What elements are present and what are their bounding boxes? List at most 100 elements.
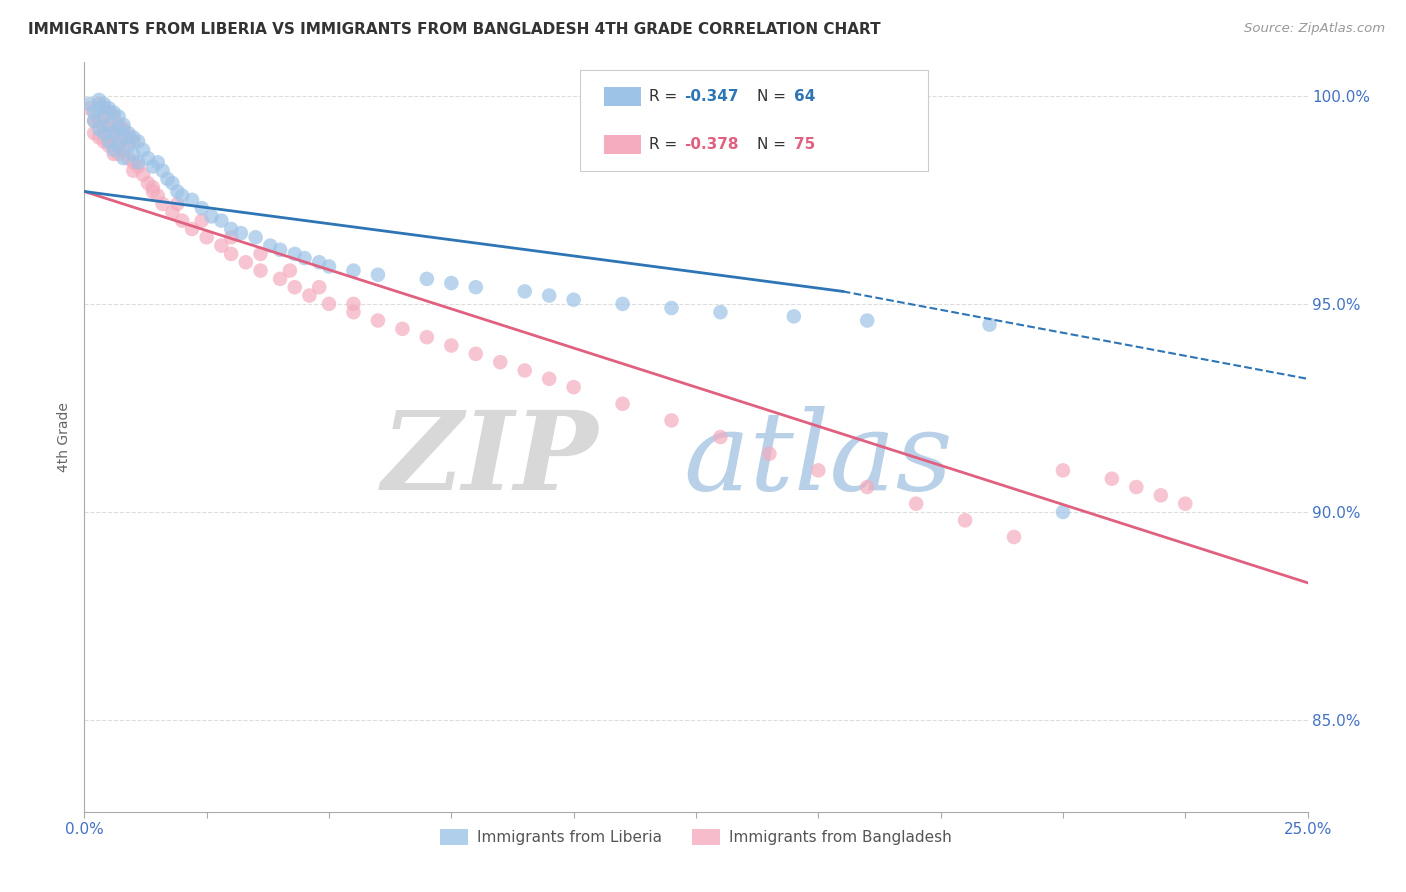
Point [661,413,683,427]
Point [342,263,364,277]
Point [219,222,242,236]
Point [127,160,149,174]
Point [93,126,115,140]
Point [127,155,149,169]
Point [97,138,120,153]
Point [107,135,129,149]
Text: -0.378: -0.378 [683,136,738,152]
Point [259,238,281,252]
FancyBboxPatch shape [605,135,641,153]
Point [93,97,115,112]
Point [1101,472,1123,486]
Point [103,126,125,140]
Point [122,130,145,145]
Point [269,272,291,286]
Point [1002,530,1025,544]
Point [284,280,307,294]
Point [200,210,222,224]
Point [112,122,135,136]
Point [107,110,129,124]
Point [107,147,129,161]
Point [191,201,214,215]
Point [97,105,120,120]
Point [146,188,169,202]
Point [87,93,110,107]
Point [219,247,242,261]
Point [83,113,105,128]
Point [142,160,165,174]
Point [538,288,561,302]
Text: ZIP: ZIP [381,406,598,513]
Point [166,185,188,199]
Point [269,243,291,257]
Point [979,318,1001,332]
Point [87,97,110,112]
Point [1125,480,1147,494]
Point [103,105,125,120]
Point [136,151,159,165]
Point [342,305,364,319]
Text: 64: 64 [794,88,815,103]
Point [342,297,364,311]
Point [107,122,129,136]
Point [112,151,135,165]
Point [709,305,731,319]
Point [661,301,683,315]
Point [612,297,634,311]
Point [83,113,105,128]
Point [464,280,486,294]
Text: Source: ZipAtlas.com: Source: ZipAtlas.com [1244,22,1385,36]
Point [219,230,242,244]
Point [97,101,120,115]
Point [83,126,105,140]
Point [758,447,780,461]
Point [97,118,120,132]
Point [87,122,110,136]
Point [152,197,174,211]
Legend: Immigrants from Liberia, Immigrants from Bangladesh: Immigrants from Liberia, Immigrants from… [433,822,959,853]
Point [391,322,413,336]
FancyBboxPatch shape [579,70,928,171]
Point [93,118,115,132]
Point [298,288,321,302]
Point [117,130,139,145]
Point [513,285,536,299]
Point [195,230,218,244]
Point [562,380,585,394]
Point [107,118,129,132]
Point [117,126,139,140]
Point [112,118,135,132]
Point [142,180,165,194]
Point [318,297,340,311]
Point [856,313,879,327]
Point [107,138,129,153]
Text: -0.347: -0.347 [683,88,738,103]
Point [103,147,125,161]
Point [152,163,174,178]
Point [209,213,232,227]
Point [783,310,806,324]
Point [103,143,125,157]
Point [191,213,214,227]
Point [538,372,561,386]
Point [122,135,145,149]
Point [181,193,204,207]
Point [117,138,139,153]
Point [77,97,100,112]
Text: atlas: atlas [683,406,953,513]
Point [229,226,252,240]
FancyBboxPatch shape [605,87,641,106]
Point [87,130,110,145]
Point [172,188,194,202]
Point [93,110,115,124]
Point [162,205,184,219]
Point [136,176,159,190]
Point [464,347,486,361]
Point [440,338,463,352]
Point [1052,463,1074,477]
Point [117,151,139,165]
Point [1150,488,1173,502]
Point [146,155,169,169]
Text: N =: N = [758,136,792,152]
Point [235,255,257,269]
